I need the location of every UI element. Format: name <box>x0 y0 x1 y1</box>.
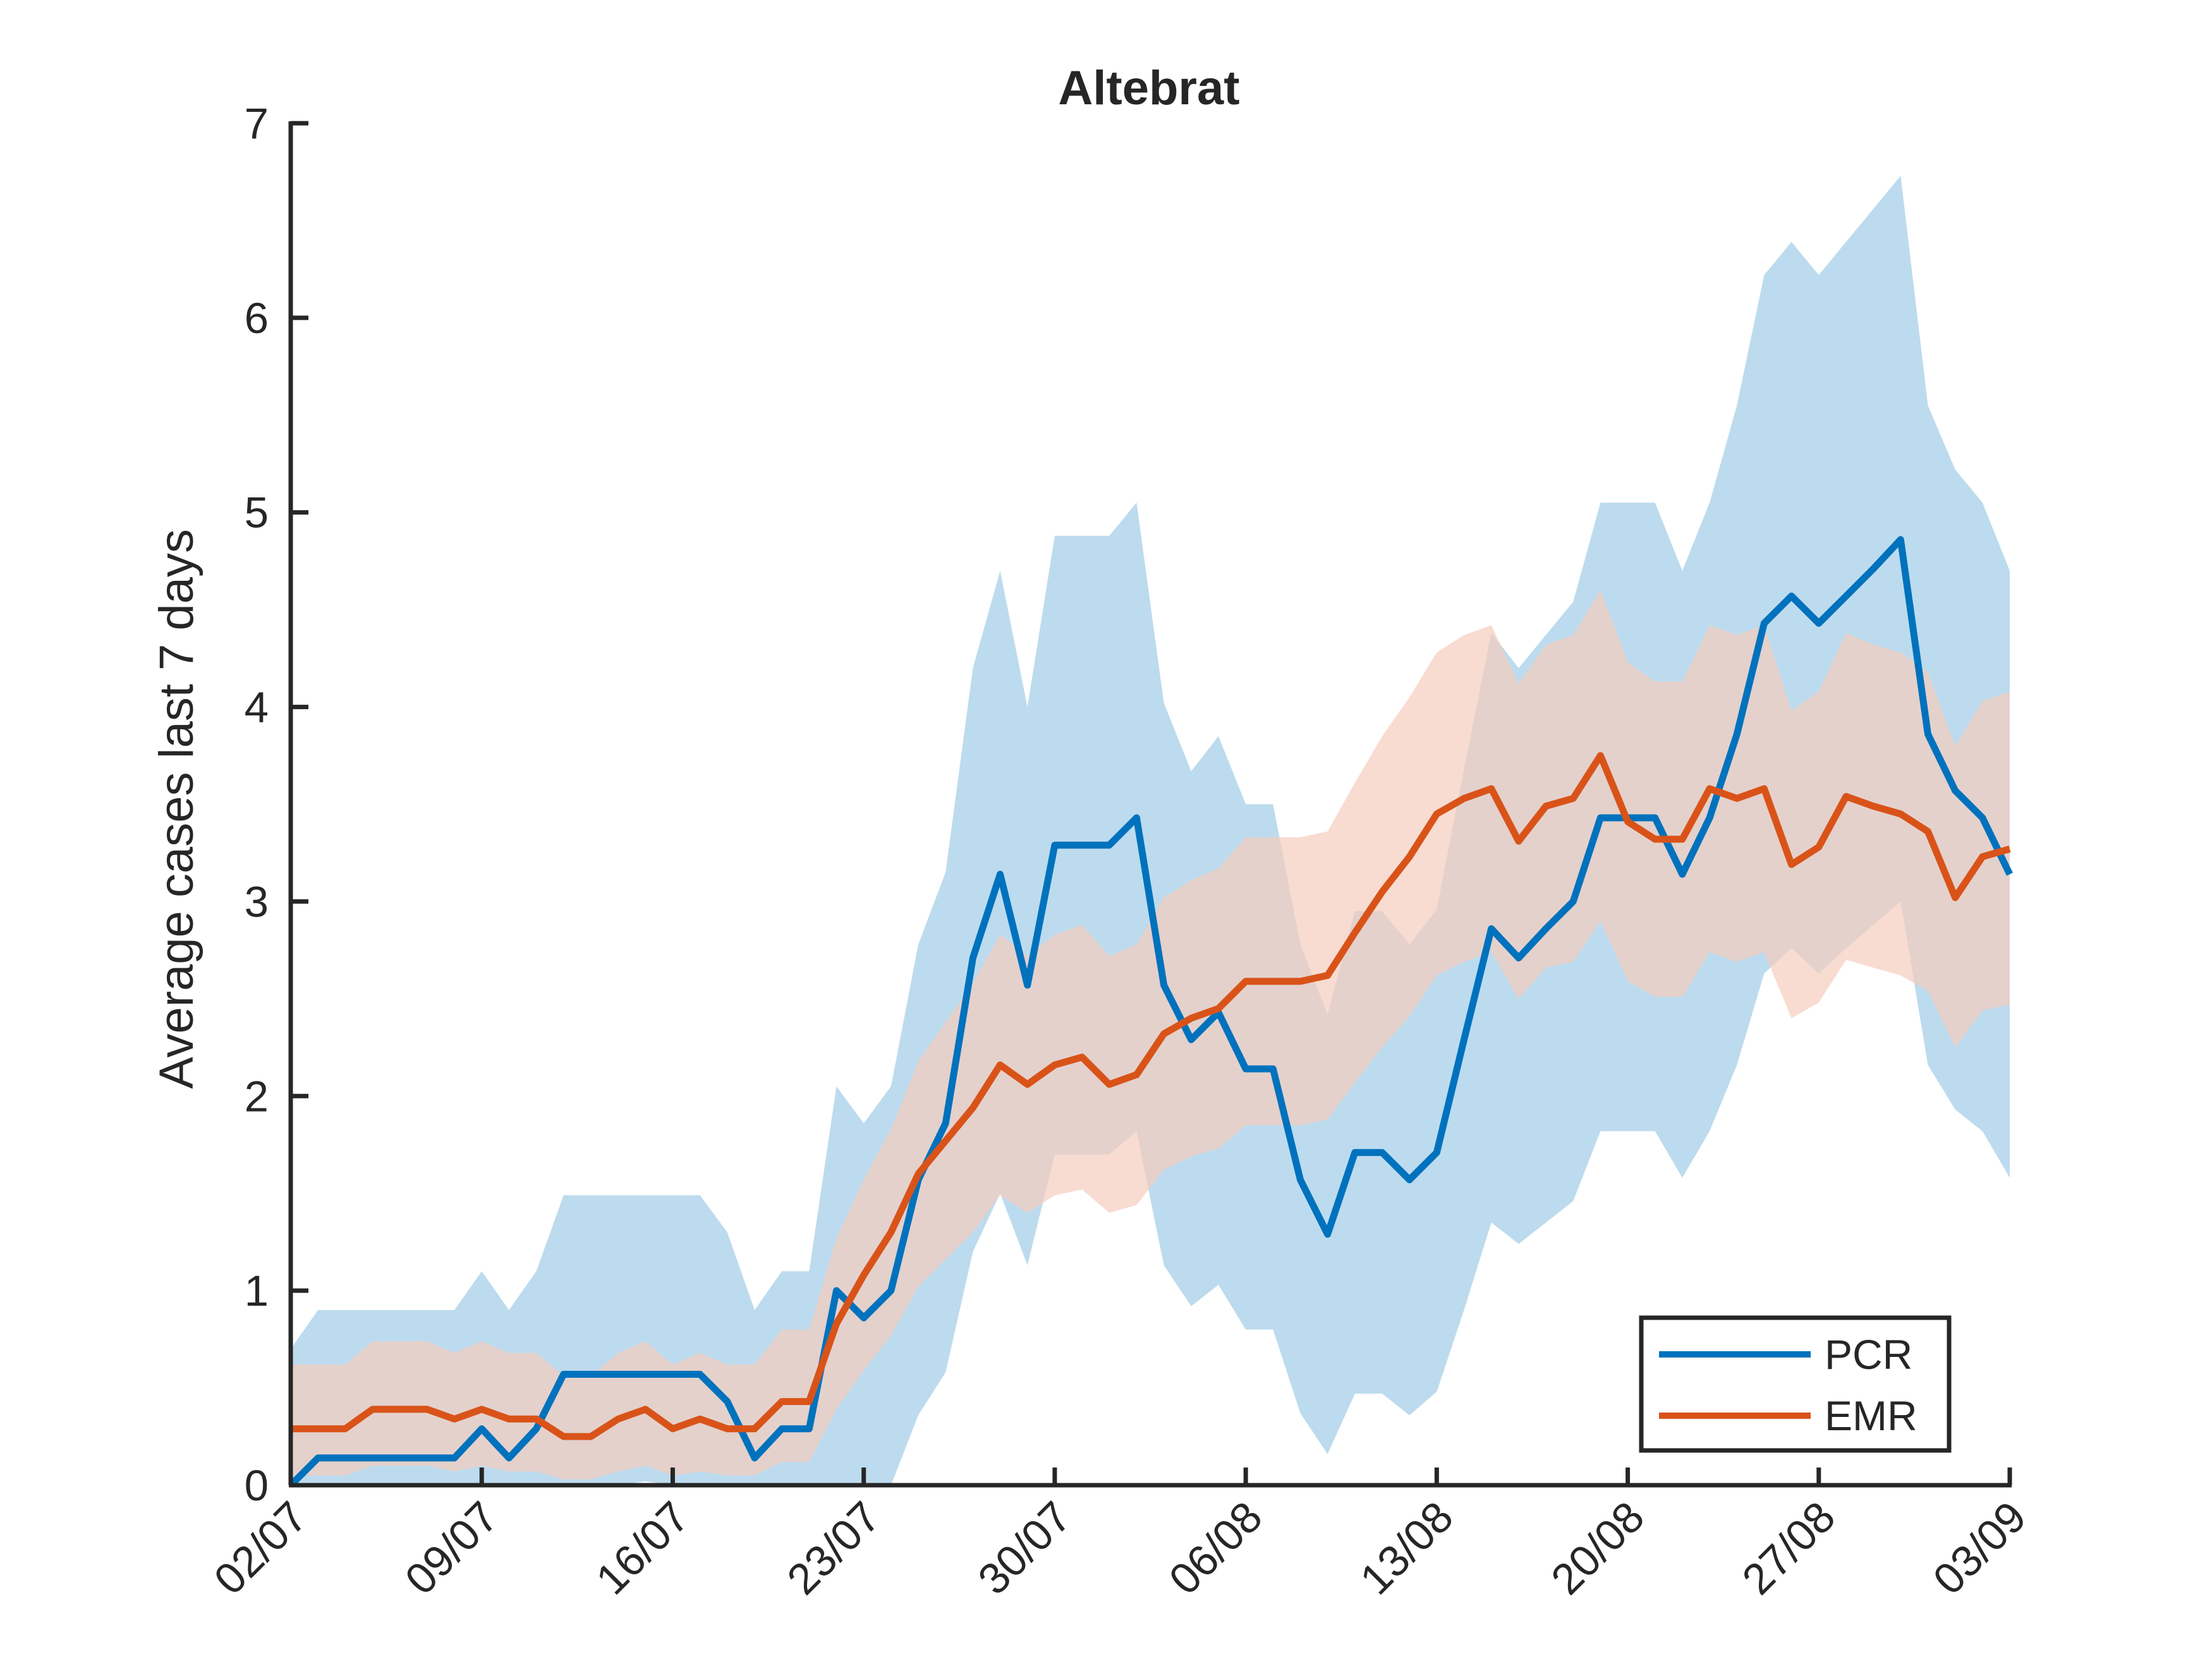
y-axis-label: Average cases last 7 days <box>150 529 204 1089</box>
y-tick-label-7: 7 <box>245 99 269 148</box>
chart-title: Altebrat <box>1058 61 1239 115</box>
legend-label-pcr: PCR <box>1825 1331 1912 1378</box>
y-tick-label-1: 1 <box>245 1267 269 1315</box>
axes <box>288 121 2012 1488</box>
band-pcr <box>291 176 2010 1485</box>
y-tick-label-6: 6 <box>245 294 269 343</box>
legend: PCR EMR <box>1639 1315 1952 1453</box>
series-line-emr <box>291 752 2011 1440</box>
y-tick-label-5: 5 <box>245 489 269 537</box>
y-tick-label-0: 0 <box>245 1461 269 1510</box>
confidence-bands <box>291 176 2010 1485</box>
legend-label-emr: EMR <box>1825 1392 1917 1439</box>
band-emr <box>291 590 2010 1480</box>
y-tick-label-4: 4 <box>245 683 269 732</box>
series-lines <box>288 536 2013 1488</box>
y-tick-label-2: 2 <box>245 1072 269 1121</box>
y-tick-label-3: 3 <box>245 877 269 926</box>
series-line-pcr <box>288 536 2013 1488</box>
legend-box <box>1639 1315 1952 1453</box>
